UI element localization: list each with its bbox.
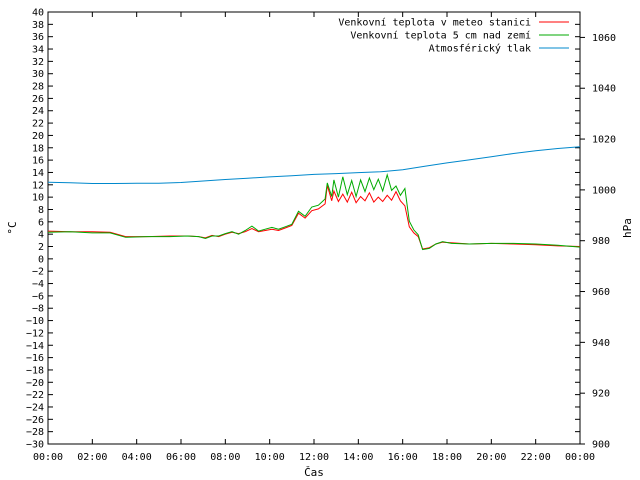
series-line-2 xyxy=(47,173,581,251)
x-tick-label: 12:00 xyxy=(299,452,329,463)
y-tick-label: −20 xyxy=(26,378,44,389)
y-tick-label: 30 xyxy=(32,69,44,80)
legend: Venkovní teplota v meteo staniciVenkovní… xyxy=(338,17,569,55)
legend-label-2: Venkovní teplota 5 cm nad zemí xyxy=(350,30,531,42)
y-tick-label: −4 xyxy=(32,279,44,290)
y2-tick-label: 1020 xyxy=(592,135,616,146)
y-tick-label: 20 xyxy=(32,131,44,142)
y-tick-label: −6 xyxy=(32,291,44,302)
y-tick-label: 28 xyxy=(32,82,44,93)
y-tick-label: 16 xyxy=(32,156,44,167)
x-tick-label: 14:00 xyxy=(343,452,373,463)
y-tick-label: −14 xyxy=(26,341,44,352)
right-axis: 900 920 940 960 980 1000 1020 1040 1060 xyxy=(580,33,616,451)
y2-tick-label: 960 xyxy=(592,287,610,298)
x-tick-label: 10:00 xyxy=(255,452,285,463)
y-tick-label: 0 xyxy=(38,254,44,265)
y-tick-label: 40 xyxy=(32,8,44,19)
y2-tick-label: 940 xyxy=(592,338,610,349)
left-axis: −30−28−26−24−22−20−18−16−14−12−10−8−6−4−… xyxy=(26,8,580,451)
x-tick-label: 04:00 xyxy=(122,452,152,463)
legend-label-3: Atmosférický tlak xyxy=(429,43,531,55)
x-tick-label: 16:00 xyxy=(388,452,418,463)
x-axis-label: Čas xyxy=(304,466,324,479)
y2-tick-label: 900 xyxy=(592,440,610,451)
y-tick-label: 14 xyxy=(32,168,44,179)
y-tick-label: 4 xyxy=(38,230,44,241)
x-tick-label: 00:00 xyxy=(33,452,63,463)
series-layer xyxy=(47,146,581,251)
x-tick-label: 02:00 xyxy=(77,452,107,463)
y-tick-label: 38 xyxy=(32,20,44,31)
y-tick-label: 2 xyxy=(38,242,44,253)
y-tick-label: 34 xyxy=(32,45,44,56)
y-tick-label: −10 xyxy=(26,316,44,327)
x-tick-label: 20:00 xyxy=(476,452,506,463)
y2-tick-label: 1000 xyxy=(592,185,616,196)
x-tick-label: 06:00 xyxy=(166,452,196,463)
y-tick-label: 18 xyxy=(32,143,44,154)
y-tick-label: −18 xyxy=(26,365,44,376)
y-tick-label: 26 xyxy=(32,94,44,105)
x-axis: 00:00 02:00 04:00 06:00 08:00 10:00 12:00 14:00… xyxy=(33,12,595,463)
y2-tick-label: 1040 xyxy=(592,84,616,95)
y-tick-label: −8 xyxy=(32,304,44,315)
legend-label-1: Venkovní teplota v meteo stanici xyxy=(338,17,531,29)
x-tick-label: 18:00 xyxy=(432,452,462,463)
y-tick-label: −22 xyxy=(26,390,44,401)
y-tick-label: 22 xyxy=(32,119,44,130)
y2-tick-label: 1060 xyxy=(592,33,616,44)
plot-frame xyxy=(47,11,581,445)
y-tick-label: 8 xyxy=(38,205,44,216)
x-tick-label: 00:00 xyxy=(565,452,595,463)
y-tick-label: 24 xyxy=(32,106,44,117)
y-tick-label: −28 xyxy=(26,427,44,438)
x-tick-label: 08:00 xyxy=(210,452,240,463)
y2-tick-label: 980 xyxy=(592,236,610,247)
y2-tick-label: 920 xyxy=(592,389,610,400)
y-tick-label: −12 xyxy=(26,328,44,339)
y-tick-label: 36 xyxy=(32,32,44,43)
y-tick-label: 32 xyxy=(32,57,44,68)
y-axis-label: °C xyxy=(6,221,19,234)
x-tick-label: 22:00 xyxy=(521,452,551,463)
series-line-1 xyxy=(47,185,581,250)
series-line-3 xyxy=(47,146,581,184)
y2-axis-label: hPa xyxy=(621,218,634,238)
y-tick-label: 10 xyxy=(32,193,44,204)
y-tick-label: 12 xyxy=(32,180,44,191)
y-tick-label: −26 xyxy=(26,415,44,426)
y-tick-label: −16 xyxy=(26,353,44,364)
y-tick-label: −2 xyxy=(32,267,44,278)
y-tick-label: −24 xyxy=(26,402,44,413)
y-tick-label: 6 xyxy=(38,217,44,228)
y-tick-label: −30 xyxy=(26,440,44,451)
